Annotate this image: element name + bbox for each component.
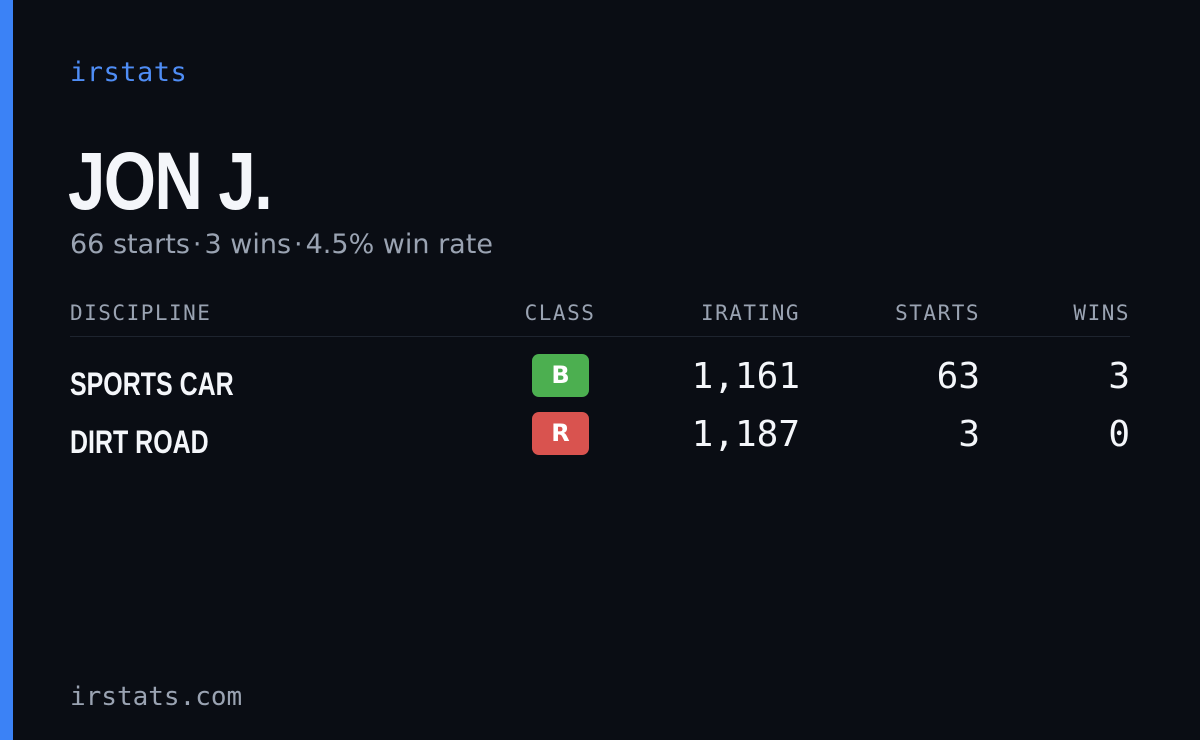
driver-summary: 66 starts · 3 wins · 4.5% win rate xyxy=(70,227,493,263)
wins-cell: 3 xyxy=(1108,356,1130,397)
accent-bar xyxy=(0,0,13,740)
stats-table: DISCIPLINE CLASS IRATING STARTS WINS SPO… xyxy=(70,296,1130,470)
column-header-class: CLASS xyxy=(524,301,596,325)
starts-cell: 63 xyxy=(936,356,980,397)
starts-summary: 66 starts xyxy=(70,229,190,260)
column-header-starts: STARTS xyxy=(895,301,980,325)
summary-separator: · xyxy=(294,229,303,260)
table-row: DIRT ROAD R 1,187 3 0 xyxy=(70,412,1130,470)
wins-summary: 3 wins xyxy=(204,229,292,260)
table-row: SPORTS CAR B 1,161 63 3 xyxy=(70,354,1130,412)
irating-cell: 1,161 xyxy=(691,356,800,397)
irating-cell: 1,187 xyxy=(691,414,800,455)
license-class-badge: R xyxy=(532,412,589,455)
brand-logo-text: irstats xyxy=(70,57,188,88)
footer-site-url: irstats.com xyxy=(70,682,243,712)
column-header-discipline: DISCIPLINE xyxy=(70,301,212,325)
summary-separator: · xyxy=(192,229,202,260)
driver-name: JON J. xyxy=(68,136,273,227)
license-class-badge: B xyxy=(532,354,589,397)
discipline-cell: SPORTS CAR xyxy=(70,366,234,402)
discipline-cell: DIRT ROAD xyxy=(70,424,209,460)
starts-cell: 3 xyxy=(958,414,980,455)
column-header-irating: IRATING xyxy=(700,301,800,325)
column-header-wins: WINS xyxy=(1073,301,1130,325)
wins-cell: 0 xyxy=(1108,414,1130,455)
win-rate-summary: 4.5% win rate xyxy=(305,229,493,260)
table-header: DISCIPLINE CLASS IRATING STARTS WINS xyxy=(70,296,1130,337)
